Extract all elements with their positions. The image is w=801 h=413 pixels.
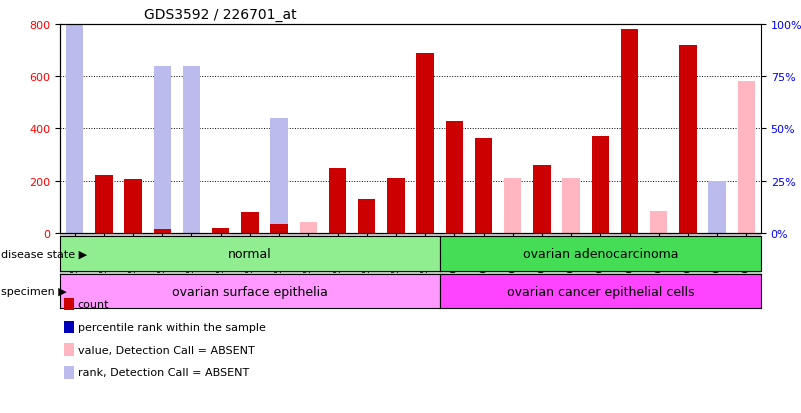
Bar — [270, 223, 288, 233]
Text: disease state ▶: disease state ▶ — [1, 249, 87, 259]
Bar — [154, 207, 171, 233]
Bar — [562, 178, 580, 233]
Bar — [183, 66, 200, 233]
Bar — [328, 168, 346, 233]
Text: percentile rank within the sample: percentile rank within the sample — [78, 322, 266, 332]
Bar — [66, 0, 83, 233]
Bar — [738, 82, 755, 233]
Bar — [66, 212, 83, 233]
Bar — [650, 211, 667, 233]
Bar — [124, 180, 142, 233]
Bar — [708, 181, 726, 233]
Text: count: count — [78, 299, 109, 309]
Bar — [679, 46, 697, 233]
Bar — [212, 228, 229, 233]
Bar — [533, 166, 550, 233]
Bar — [475, 138, 493, 233]
Bar — [270, 119, 288, 233]
Bar — [154, 230, 171, 233]
Text: ovarian cancer epithelial cells: ovarian cancer epithelial cells — [506, 285, 694, 298]
Bar — [417, 53, 434, 233]
Bar — [358, 199, 376, 233]
Bar — [241, 212, 259, 233]
Text: ovarian surface epithelia: ovarian surface epithelia — [172, 285, 328, 298]
Bar — [445, 121, 463, 233]
Bar — [387, 178, 405, 233]
Text: ovarian adenocarcinoma: ovarian adenocarcinoma — [522, 247, 678, 260]
Bar — [592, 137, 609, 233]
Text: specimen ▶: specimen ▶ — [1, 286, 66, 297]
Text: GDS3592 / 226701_at: GDS3592 / 226701_at — [144, 8, 297, 22]
Bar — [95, 176, 113, 233]
Bar — [300, 223, 317, 233]
Bar — [154, 66, 171, 233]
Bar — [270, 224, 288, 233]
Bar — [621, 30, 638, 233]
Text: rank, Detection Call = ABSENT: rank, Detection Call = ABSENT — [78, 368, 249, 377]
Text: value, Detection Call = ABSENT: value, Detection Call = ABSENT — [78, 345, 255, 355]
Bar — [504, 178, 521, 233]
Bar — [183, 205, 200, 233]
Text: normal: normal — [228, 247, 272, 260]
